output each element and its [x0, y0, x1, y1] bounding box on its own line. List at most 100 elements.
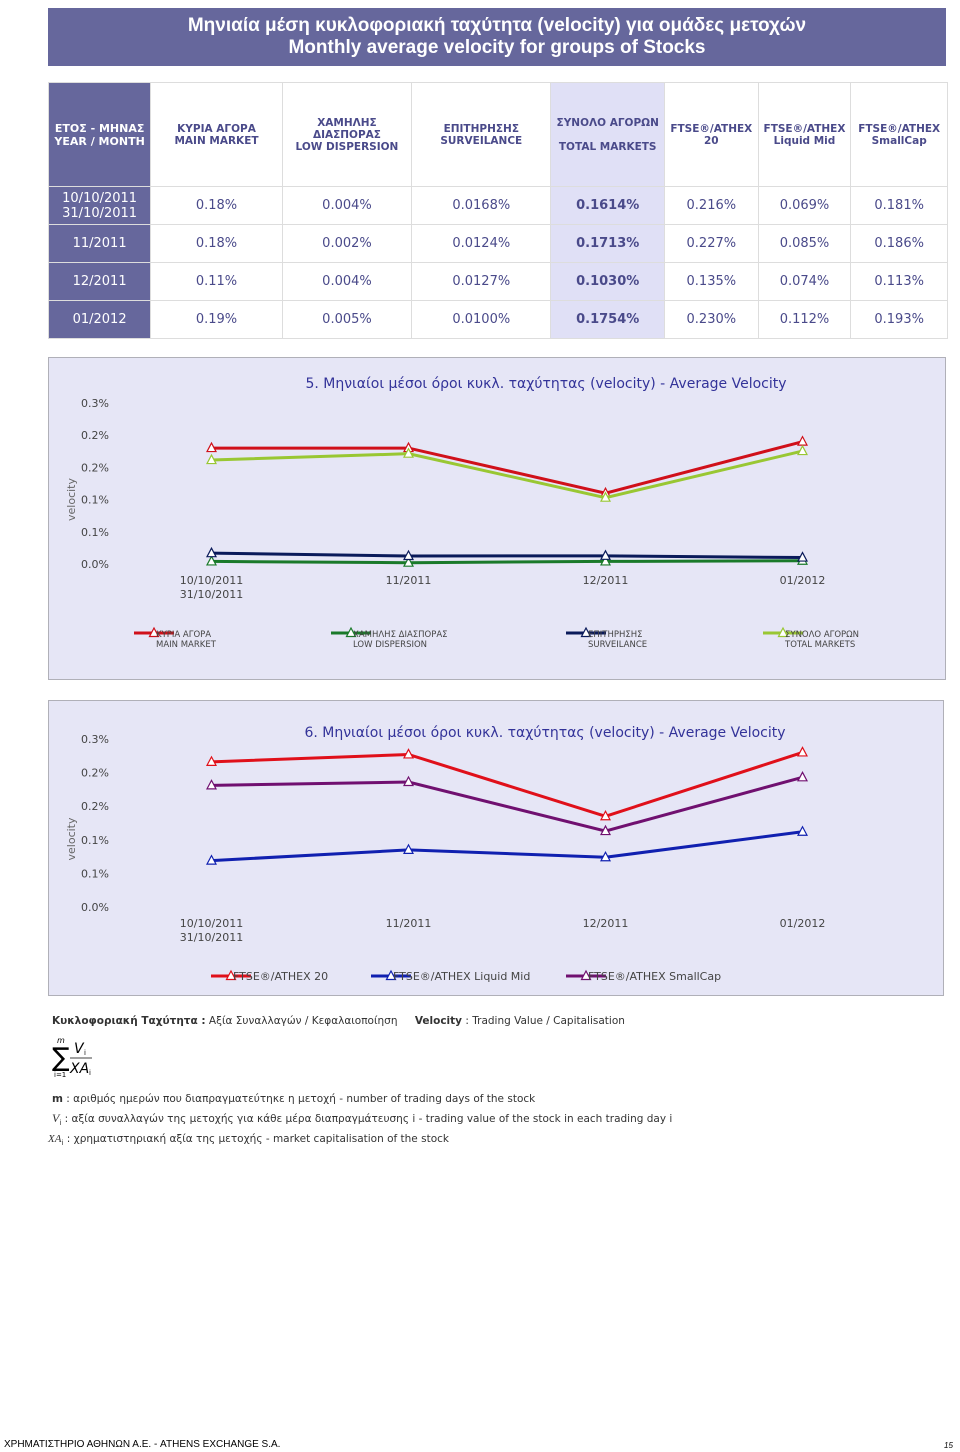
- formula-lower: i=1: [54, 1071, 66, 1079]
- page-number: 15: [944, 1441, 953, 1450]
- header-cell: FTSE®/ATHEX 20: [663, 82, 759, 187]
- header-cell: FTSE®/ATHEX SmallCap: [850, 82, 948, 187]
- note-label: Velocity: [414, 1015, 463, 1027]
- title-en: Monthly average velocity for groups of S…: [288, 37, 706, 58]
- marker: [600, 549, 611, 560]
- table-cell: 0.0124%: [411, 224, 552, 263]
- x-tick-label: 12/2011: [583, 917, 629, 930]
- table-cell: 0.230%: [663, 300, 759, 339]
- note-text: : Trading Value / Capitalisation: [465, 1015, 625, 1027]
- table-cell: 12/2011: [47, 262, 152, 301]
- marker: [797, 435, 808, 446]
- xa-text: : χρηματιστηριακή αξία της μετοχής - mar…: [66, 1133, 449, 1146]
- marker: [600, 809, 611, 821]
- table-row: 10/10/2011 31/10/2011 0.18% 0.004% 0.0168% 0…: [47, 186, 948, 225]
- table-cell: 0.227%: [663, 224, 759, 263]
- table-cell: 01/2012: [47, 300, 152, 339]
- marker: [206, 555, 217, 566]
- table-cell: 0.19%: [150, 300, 283, 339]
- chart-title: 5. Μηνιαίοι μέσοι όροι κυκλ. ταχύτητας (…: [305, 376, 786, 392]
- legend-label: FTSE®/ATHEX 20: [233, 970, 328, 983]
- chart: 5. Μηνιαίοι μέσοι όροι κυκλ. ταχύτητας (…: [48, 357, 946, 680]
- table-cell: 0.18%: [150, 186, 283, 225]
- legend-marker: [580, 969, 592, 981]
- series-line: [211, 751, 803, 818]
- series-line: [211, 551, 803, 560]
- v-sub: i: [59, 1119, 62, 1128]
- y-tick-label: 0.2%: [81, 429, 109, 442]
- marker: [206, 546, 217, 558]
- xa-symbol: XA: [48, 1133, 62, 1146]
- table-cell: 0.004%: [281, 186, 413, 225]
- legend-label: FTSE®/ATHEX SmallCap: [588, 970, 721, 983]
- table-cell: 0.005%: [281, 300, 413, 339]
- x-tick-label: 10/10/2011 31/10/2011: [180, 917, 243, 944]
- title-gr: Μηνιαία μέση κυκλοφοριακή ταχύτητα (velo…: [187, 15, 807, 36]
- series-line: [211, 830, 803, 863]
- marker: [403, 843, 414, 854]
- marker: [797, 746, 808, 757]
- y-tick-label: 0.0%: [81, 901, 109, 914]
- m-symbol: m: [52, 1093, 63, 1105]
- marker: [403, 748, 414, 759]
- header-row: ΕΤΟΣ - ΜΗΝΑΣ YEAR / MONTH ΚΥΡΙΑ ΑΓΟΡΑ MAI…: [47, 82, 948, 187]
- formula: m ∑ i=1 V i XA i: [52, 1036, 92, 1079]
- y-tick-label: 0.2%: [81, 800, 109, 813]
- x-tick-label: 01/2012: [780, 917, 826, 930]
- footer-company: ΧΡΗΜΑΤΙΣΤΗΡΙΟ ΑΘΗΝΩΝ Α.Ε. - ATHENS EXCHA…: [4, 1439, 281, 1450]
- legend-label: ΚΥΡΙΑ ΑΓΟΡΑ MAIN MARKET: [156, 630, 217, 650]
- legend-marker: [385, 969, 397, 981]
- table-cell: 0.004%: [281, 262, 413, 301]
- header-cell: FTSE®/ATHEX Liquid Mid: [757, 82, 852, 187]
- y-axis-label: velocity: [65, 817, 78, 860]
- x-tick-label: 01/2012: [780, 574, 826, 587]
- x-tick-label: 11/2011: [386, 574, 432, 587]
- header-cell: ΕΤΟΣ - ΜΗΝΑΣ YEAR / MONTH: [47, 82, 152, 187]
- y-tick-label: 0.0%: [81, 558, 109, 571]
- marker: [206, 854, 217, 865]
- table-cell: 0.0168%: [411, 186, 552, 225]
- legend-label: ΣΥΝΟΛΟ ΑΓΟΡΩΝ TOTAL MARKETS: [784, 630, 859, 650]
- marker: [600, 850, 611, 862]
- table-cell: 0.186%: [850, 224, 948, 263]
- series-line: [211, 440, 803, 495]
- marker: [600, 555, 611, 566]
- table-cell: 0.216%: [663, 186, 759, 225]
- y-tick-label: 0.1%: [81, 867, 109, 880]
- marker: [403, 775, 414, 787]
- x-tick-label: 12/2011: [583, 574, 629, 587]
- y-tick-label: 0.3%: [81, 397, 109, 410]
- marker: [600, 824, 611, 836]
- table-cell: 0.0100%: [411, 300, 552, 339]
- legend-marker: [580, 626, 592, 638]
- y-tick-label: 0.3%: [81, 733, 109, 746]
- m-text: : αριθμός ημερών που διαπραγματεύτηκε η …: [66, 1093, 536, 1105]
- marker: [206, 453, 217, 465]
- table-cell: 0.11%: [150, 262, 283, 301]
- legend-marker: [148, 626, 160, 638]
- legend-label: FTSE®/ATHEX Liquid Mid: [393, 970, 530, 983]
- table-row: 01/2012 0.19% 0.005% 0.0100% 0.1754% 0.230% 0.…: [47, 300, 948, 339]
- formula-sub: i: [84, 1049, 86, 1057]
- table-cell: 0.135%: [663, 262, 759, 301]
- table-cell: 10/10/2011 31/10/2011: [47, 186, 152, 225]
- table-row: 11/2011 0.18% 0.002% 0.0124% 0.1713% 0.227% 0.…: [47, 224, 948, 263]
- table-cell: 0.112%: [757, 300, 852, 339]
- header-cell: ΧΑΜΗΛΗΣ ΔΙΑΣΠΟΡΑΣ LOW DISPERSION: [281, 82, 413, 187]
- table-cell: 0.074%: [757, 262, 852, 301]
- notes: Κυκλοφοριακή Ταχύτητα : Αξία Συναλλαγών …: [48, 1015, 932, 1147]
- series-line: [211, 559, 803, 565]
- velocity-table: ΕΤΟΣ - ΜΗΝΑΣ YEAR / MONTH ΚΥΡΙΑ ΑΓΟΡΑ MAI…: [47, 82, 948, 339]
- y-tick-label: 0.2%: [81, 461, 109, 474]
- table-cell: 0.1754%: [550, 300, 665, 339]
- legend-marker: [777, 626, 789, 638]
- chart: 6. Μηνιαίοι μέσοι όροι κυκλ. ταχύτητας (…: [48, 700, 944, 996]
- title-box: Μηνιαία μέση κυκλοφοριακή ταχύτητα (velo…: [48, 8, 946, 66]
- header-cell: ΚΥΡΙΑ ΑΓΟΡΑ MAIN MARKET: [150, 82, 283, 187]
- y-tick-label: 0.1%: [81, 526, 109, 539]
- marker: [797, 551, 808, 562]
- y-axis-label: velocity: [65, 478, 78, 521]
- x-tick-label: 11/2011: [386, 917, 432, 930]
- table-cell: 0.069%: [757, 186, 852, 225]
- table-cell: 0.085%: [757, 224, 852, 263]
